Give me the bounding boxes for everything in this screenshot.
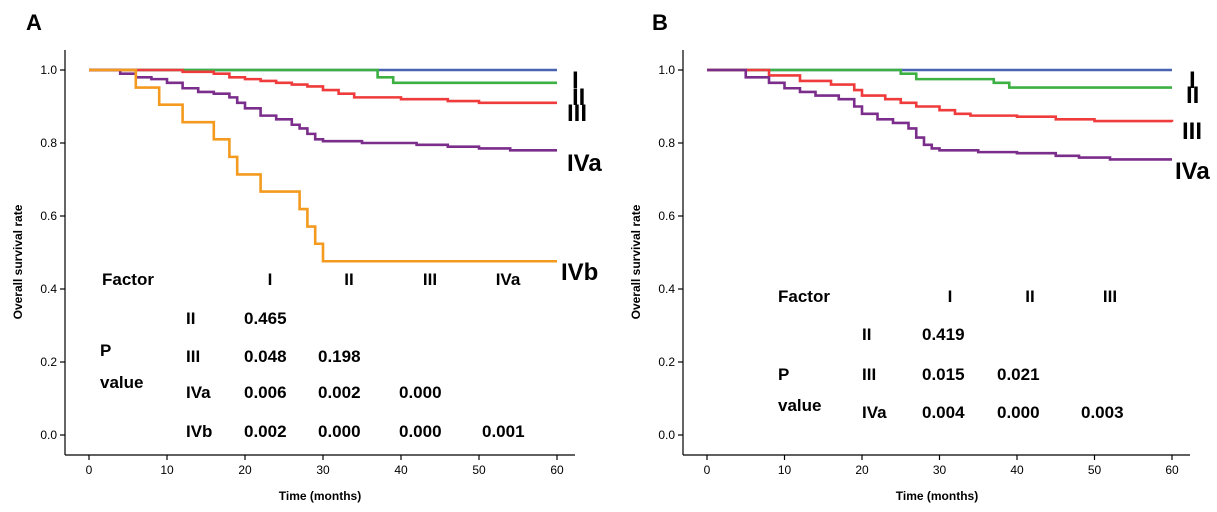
table-cell-p-value: 0.002 [318, 383, 361, 402]
chart-panel-b: B 0.0 0.2 0.4 0.6 0.8 1.0 0 10 20 30 40 50 60 Time (mo… [629, 10, 1210, 503]
y-tick-label: 0.6 [658, 209, 675, 223]
x-tick-label: 20 [855, 463, 869, 477]
table-cell-p-value: 0.001 [482, 422, 525, 441]
survival-curve-stage-iva [89, 68, 557, 152]
x-tick-label: 20 [238, 463, 252, 477]
table-cell-p-value: 0.002 [244, 422, 287, 441]
survival-curve-stage-iva [707, 68, 1172, 161]
table-header-factor: Factor [102, 270, 154, 289]
x-tick-label: 10 [778, 463, 792, 477]
curve-label-stage-iva: IVa [1175, 158, 1210, 185]
x-tick-label: 50 [472, 463, 486, 477]
y-tick-label: 0.2 [40, 355, 57, 369]
x-tick-label: 30 [316, 463, 330, 477]
survival-curve-stage-ii [707, 68, 1172, 89]
y-axis-title: Overall survival rate [629, 204, 643, 319]
x-tick-label: 60 [550, 463, 564, 477]
table-column-header: II [1025, 287, 1034, 306]
table-column-header: III [1103, 287, 1117, 306]
curve-label-stage-i: I [1189, 67, 1196, 94]
y-tick-label: 0.0 [40, 428, 57, 442]
table-cell-p-value: 0.006 [244, 383, 287, 402]
survival-curve-stage-iii [707, 68, 1174, 123]
table-header-factor: Factor [778, 287, 830, 306]
y-axis-title: Overall survival rate [11, 204, 25, 319]
table-cell-p-value: 0.003 [1081, 403, 1124, 422]
table-cell-p-value: 0.004 [922, 403, 965, 422]
survival-curve-stage-ivb [89, 68, 557, 263]
x-tick-label: 10 [160, 463, 174, 477]
y-tick-label: 0.4 [658, 282, 675, 296]
panel-label: A [26, 10, 42, 35]
curve-label-stage-ii: II [572, 84, 585, 111]
table-row-label: II [862, 325, 871, 344]
p-value-row-label: value [100, 373, 143, 392]
x-tick-label: 40 [394, 463, 408, 477]
table-cell-p-value: 0.000 [399, 383, 442, 402]
y-tick-label: 0.4 [40, 282, 57, 296]
y-tick-label: 0.8 [40, 136, 57, 150]
curve-label-stage-i: I [572, 67, 579, 94]
table-cell-p-value: 0.465 [244, 309, 287, 328]
panel-label: B [652, 10, 668, 35]
table-row-label: IVb [186, 422, 212, 441]
x-tick-label: 30 [933, 463, 947, 477]
table-row-label: IVa [186, 383, 211, 402]
table-column-header: I [948, 287, 953, 306]
y-tick-label: 0.6 [40, 209, 57, 223]
survival-curve-stage-ii [89, 68, 557, 85]
y-tick-label: 1.0 [658, 63, 675, 77]
table-cell-p-value: 0.015 [922, 365, 965, 384]
y-tick-label: 0.8 [658, 136, 675, 150]
table-column-header: I [268, 270, 273, 289]
chart-panel-a: A 0.0 0.2 0.4 0.6 0.8 1.0 0 10 20 30 40 50 60 Time (mo… [11, 10, 602, 503]
survival-curve-stage-iii [89, 68, 557, 105]
curve-label-stage-iii: III [567, 100, 587, 127]
x-tick-label: 0 [86, 463, 93, 477]
table-cell-p-value: 0.000 [997, 403, 1040, 422]
x-tick-label: 50 [1088, 463, 1102, 477]
y-tick-label: 0.0 [658, 428, 675, 442]
table-cell-p-value: 0.021 [997, 365, 1040, 384]
table-row-label: III [862, 365, 876, 384]
x-tick-label: 60 [1165, 463, 1179, 477]
curve-label-stage-iii: III [1182, 118, 1202, 145]
y-tick-label: 1.0 [40, 63, 57, 77]
table-cell-p-value: 0.048 [244, 347, 287, 366]
x-tick-label: 0 [704, 463, 711, 477]
table-row-label: III [186, 347, 200, 366]
table-cell-p-value: 0.000 [399, 422, 442, 441]
table-cell-p-value: 0.419 [922, 325, 965, 344]
y-tick-label: 0.2 [658, 355, 675, 369]
table-cell-p-value: 0.198 [318, 347, 361, 366]
curve-label-stage-ii: II [1186, 82, 1199, 109]
table-row-label: II [186, 309, 195, 328]
x-tick-label: 40 [1010, 463, 1024, 477]
p-value-row-label: value [778, 396, 821, 415]
p-value-row-label: P [100, 341, 111, 360]
x-axis-title: Time (months) [896, 489, 978, 503]
table-cell-p-value: 0.000 [318, 422, 361, 441]
curve-label-stage-iva: IVa [567, 150, 602, 177]
curve-label-stage-ivb: IVb [561, 259, 598, 286]
table-column-header: II [344, 270, 353, 289]
x-axis-title: Time (months) [279, 489, 361, 503]
table-row-label: IVa [862, 403, 887, 422]
p-value-row-label: P [778, 365, 789, 384]
table-column-header: IVa [496, 270, 521, 289]
table-column-header: III [423, 270, 437, 289]
